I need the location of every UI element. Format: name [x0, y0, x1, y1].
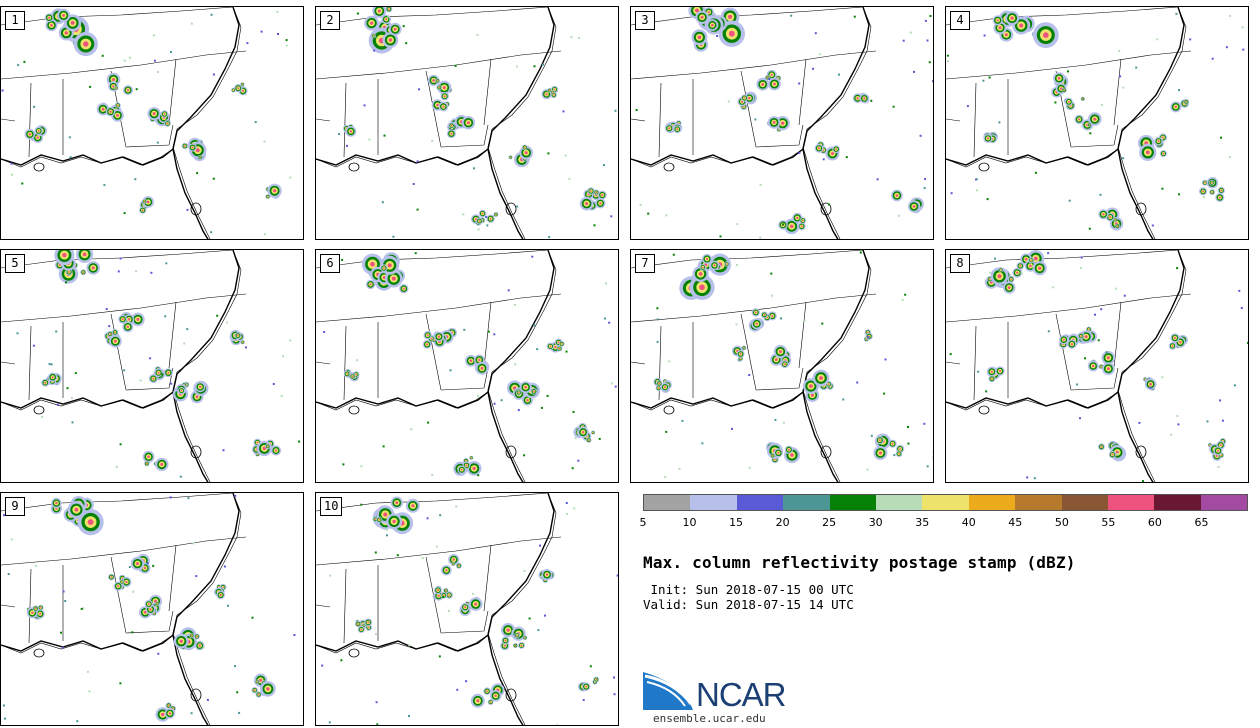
ensemble-member-panel: 3	[630, 6, 934, 240]
reflectivity-colorbar	[643, 494, 1248, 511]
reflectivity-map	[316, 7, 617, 239]
member-number-label: 2	[320, 11, 340, 30]
figure-title: Max. column reflectivity postage stamp (…	[643, 553, 1076, 572]
reflectivity-map	[1, 493, 296, 725]
ensemble-member-panel: 9	[0, 492, 304, 726]
ensemble-member-panel: 6	[315, 249, 619, 483]
colorbar-segment	[1061, 495, 1108, 510]
ncar-logo-text: NCAR	[696, 676, 787, 713]
colorbar-tick-label: 20	[775, 516, 790, 529]
ensemble-member-panel: 10	[315, 492, 619, 726]
colorbar-tick-label: 55	[1101, 516, 1116, 529]
member-number-label: 6	[320, 254, 340, 273]
colorbar-tick-label: 30	[868, 516, 883, 529]
colorbar-tick-label: 40	[961, 516, 976, 529]
member-number-label: 4	[950, 11, 970, 30]
colorbar-segment	[922, 495, 969, 510]
reflectivity-map	[1, 7, 292, 239]
colorbar-tick-label: 10	[682, 516, 697, 529]
colorbar-segment	[783, 495, 830, 510]
colorbar-tick-label: 65	[1194, 516, 1209, 529]
member-number-label: 1	[5, 11, 25, 30]
member-number-label: 5	[5, 254, 25, 273]
ncar-url: ensemble.ucar.edu	[653, 712, 766, 725]
colorbar-tick-label: 25	[822, 516, 837, 529]
ensemble-member-panel: 2	[315, 6, 619, 240]
member-number-label: 3	[635, 11, 655, 30]
reflectivity-map	[1, 250, 301, 482]
colorbar-segment	[875, 495, 923, 510]
reflectivity-map	[631, 7, 933, 239]
colorbar-tick-label: 50	[1054, 516, 1069, 529]
colorbar-segment	[829, 495, 876, 510]
reflectivity-map	[946, 250, 1248, 482]
colorbar-ticks: 5 10 15 20 25 30 35 40 45 50 55 60 65	[639, 516, 1248, 530]
colorbar-tick-label: 15	[729, 516, 744, 529]
reflectivity-map	[316, 250, 617, 482]
reflectivity-map	[946, 7, 1245, 239]
colorbar-segment	[736, 495, 784, 510]
colorbar-segment	[644, 495, 691, 510]
ensemble-member-panel: 7	[630, 249, 934, 483]
init-time: Init: Sun 2018-07-15 00 UTC	[643, 582, 854, 597]
member-number-label: 9	[5, 497, 25, 516]
colorbar-segment	[1200, 495, 1248, 510]
colorbar-tick-label: 45	[1008, 516, 1023, 529]
colorbar-segment	[968, 495, 1016, 510]
colorbar-tick-label: 60	[1147, 516, 1162, 529]
ncar-logo-icon	[643, 672, 693, 710]
colorbar-segment	[1154, 495, 1201, 510]
member-number-label: 8	[950, 254, 970, 273]
member-number-label: 10	[320, 497, 343, 516]
colorbar-segment	[1107, 495, 1155, 510]
valid-time: Valid: Sun 2018-07-15 14 UTC	[643, 597, 854, 612]
member-number-label: 7	[635, 254, 655, 273]
ensemble-member-panel: 1	[0, 6, 304, 240]
ensemble-member-panel: 8	[945, 249, 1249, 483]
colorbar-segment	[690, 495, 737, 510]
reflectivity-map	[316, 493, 618, 725]
colorbar-tick-label: 35	[915, 516, 930, 529]
colorbar-segment	[1015, 495, 1062, 510]
colorbar-tick-label: 5	[639, 516, 647, 529]
ensemble-member-panel: 5	[0, 249, 304, 483]
ensemble-member-panel: 4	[945, 6, 1249, 240]
reflectivity-map	[631, 250, 933, 482]
